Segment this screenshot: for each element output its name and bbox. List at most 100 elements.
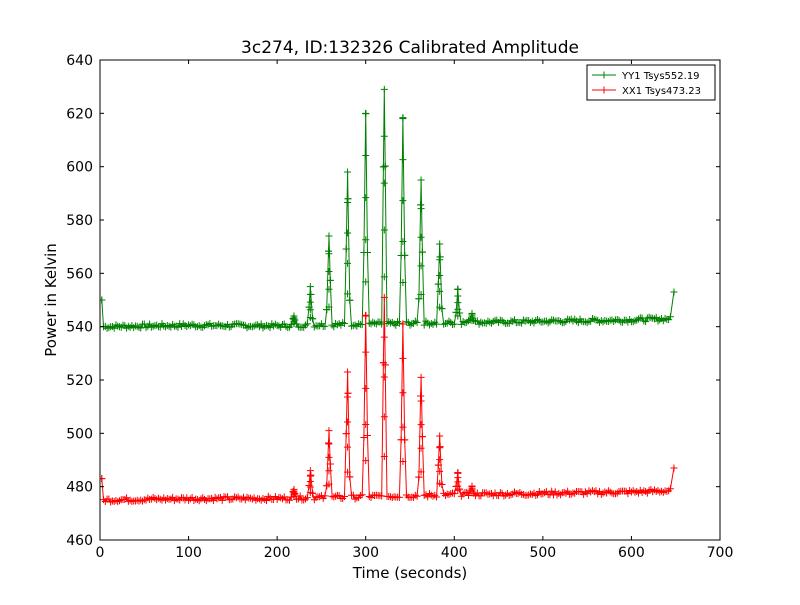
data-point-marker — [509, 317, 517, 325]
data-point-marker — [339, 319, 347, 327]
data-point-marker — [434, 461, 442, 469]
data-point-marker — [344, 290, 352, 298]
data-point-marker — [193, 496, 201, 504]
data-point-marker — [486, 318, 494, 326]
data-point-marker — [332, 492, 340, 500]
data-point-marker — [666, 485, 674, 493]
data-point-marker — [344, 259, 352, 267]
data-point-marker — [363, 248, 371, 256]
data-point-marker — [362, 236, 370, 244]
data-point-marker — [399, 423, 407, 431]
data-point-marker — [310, 323, 318, 331]
data-point-marker — [380, 413, 388, 421]
data-point-marker — [275, 322, 283, 330]
series-xx1 — [100, 293, 678, 506]
data-point-marker — [110, 324, 118, 332]
data-point-marker — [325, 440, 333, 448]
data-point-marker — [349, 322, 357, 330]
data-point-marker — [415, 295, 423, 303]
data-point-marker — [401, 251, 409, 259]
data-point-marker — [436, 256, 444, 264]
data-point-marker — [399, 115, 407, 123]
data-point-marker — [365, 492, 373, 500]
data-point-marker — [362, 312, 370, 320]
data-point-marker — [306, 467, 314, 475]
data-point-marker — [321, 322, 329, 330]
data-point-marker — [507, 317, 515, 325]
data-point-marker — [454, 292, 462, 300]
data-point-marker — [296, 492, 304, 500]
data-point-marker — [526, 318, 534, 326]
data-point-marker — [548, 487, 556, 495]
data-point-marker — [115, 497, 123, 505]
data-point-marker — [477, 492, 485, 500]
data-point-marker — [326, 276, 334, 284]
data-point-marker — [406, 321, 414, 329]
data-point-marker — [385, 318, 393, 326]
data-point-marker — [197, 495, 205, 503]
data-point-marker — [238, 495, 246, 503]
data-point-marker — [114, 498, 122, 506]
data-point-marker — [431, 491, 439, 499]
data-point-marker — [489, 318, 497, 326]
data-point-marker — [280, 493, 288, 501]
data-point-marker — [387, 319, 395, 327]
data-point-marker — [271, 492, 279, 500]
data-point-marker — [169, 320, 177, 328]
data-point-marker — [201, 495, 209, 503]
data-point-marker — [325, 453, 333, 461]
data-point-marker — [567, 490, 575, 498]
chart-title: 3c274, ID:132326 Calibrated Amplitude — [241, 38, 579, 58]
data-point-marker — [100, 296, 106, 304]
data-point-marker — [436, 432, 444, 440]
data-point-marker — [286, 496, 294, 504]
data-point-marker — [555, 317, 563, 325]
data-point-marker — [259, 324, 267, 332]
data-point-marker — [255, 495, 263, 503]
legend-box — [586, 64, 716, 101]
data-point-marker — [147, 323, 155, 331]
data-point-marker — [436, 479, 444, 487]
data-point-marker — [454, 285, 462, 293]
data-point-marker — [380, 85, 388, 93]
data-point-marker — [496, 316, 504, 324]
data-point-marker — [174, 323, 182, 331]
data-point-marker — [596, 487, 604, 495]
data-point-marker — [436, 287, 444, 295]
data-point-marker — [516, 489, 524, 497]
data-point-marker — [344, 393, 352, 401]
data-point-marker — [149, 322, 157, 330]
data-point-marker — [344, 368, 352, 376]
data-point-marker — [638, 489, 646, 497]
data-point-marker — [417, 373, 425, 381]
data-point-marker — [486, 490, 494, 498]
data-point-marker — [201, 322, 209, 330]
data-point-marker — [436, 456, 444, 464]
data-point-marker — [457, 320, 465, 328]
data-point-marker — [271, 320, 279, 328]
data-point-marker — [277, 494, 285, 502]
data-point-marker — [342, 430, 350, 438]
data-point-marker — [424, 493, 432, 501]
data-point-marker — [417, 205, 425, 213]
data-point-marker — [250, 322, 258, 330]
data-point-marker — [436, 240, 444, 248]
data-point-marker — [661, 314, 669, 322]
data-point-marker — [340, 492, 348, 500]
data-point-marker — [463, 318, 471, 326]
data-point-marker — [222, 493, 230, 501]
data-point-marker — [306, 283, 314, 291]
data-point-marker — [452, 308, 460, 316]
data-point-marker — [342, 245, 350, 253]
data-point-marker — [388, 318, 396, 326]
data-point-marker — [551, 488, 559, 496]
data-point-marker — [355, 320, 363, 328]
data-point-marker — [532, 492, 540, 500]
data-point-marker — [496, 489, 504, 497]
data-point-marker — [277, 323, 285, 331]
data-point-marker — [399, 320, 407, 328]
data-point-marker — [433, 493, 441, 501]
data-point-marker — [306, 313, 314, 321]
data-point-marker — [306, 290, 314, 298]
data-point-marker — [362, 420, 370, 428]
